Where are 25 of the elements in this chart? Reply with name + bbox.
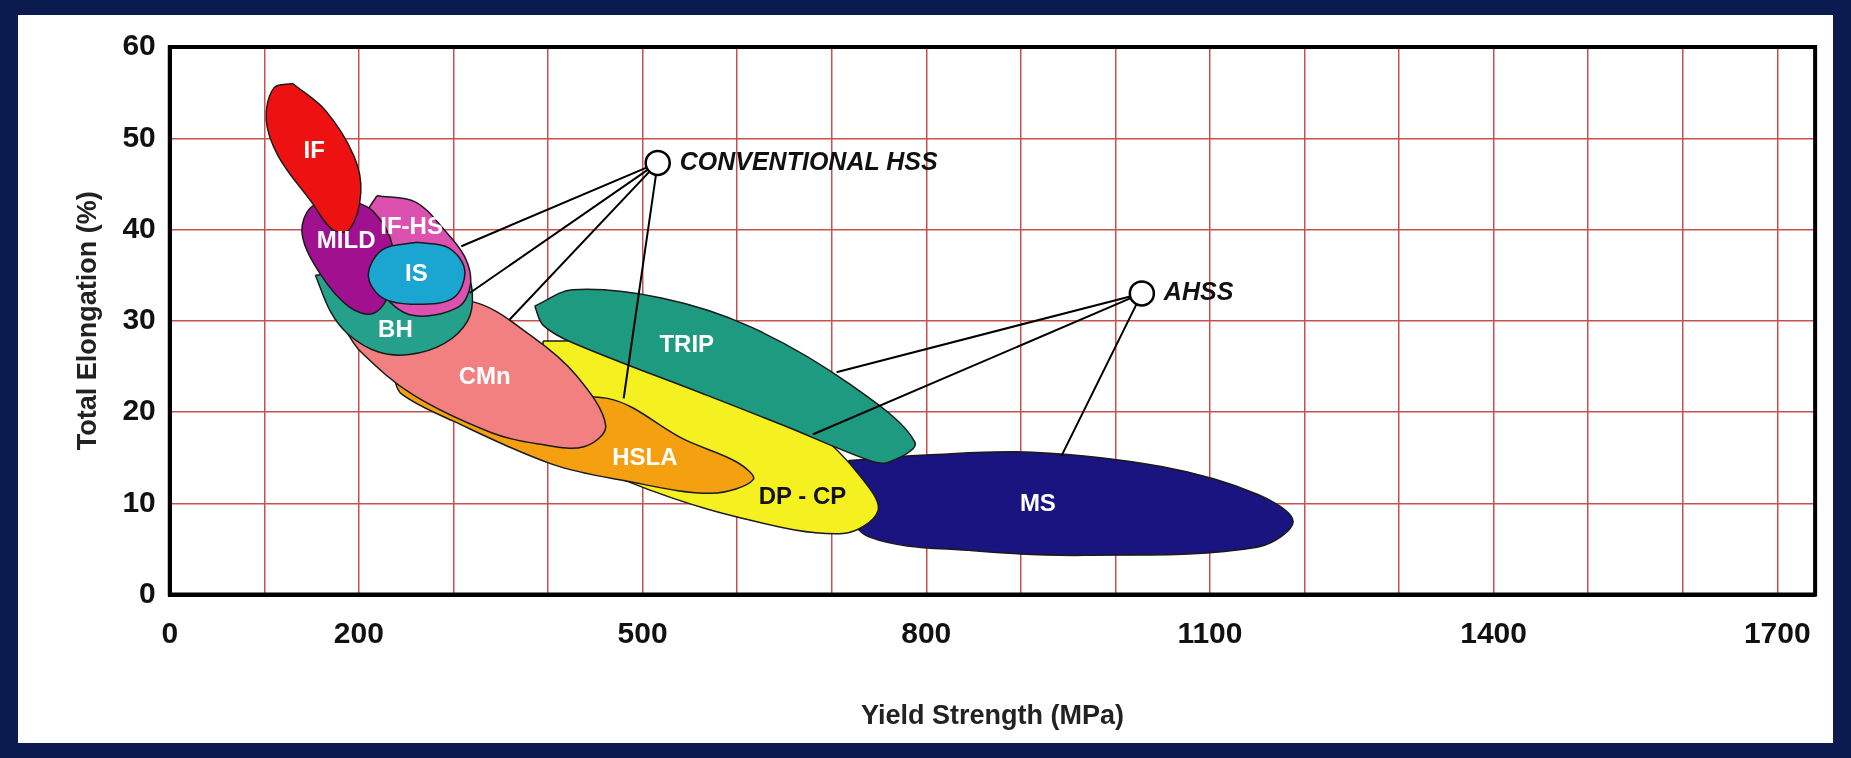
x-tick-label: 0 <box>161 615 179 649</box>
y-tick-label: 10 <box>122 484 156 518</box>
x-tick-label: 1400 <box>1460 615 1527 649</box>
series-label: MS <box>1019 488 1056 516</box>
y-tick-label: 20 <box>122 393 156 427</box>
y-tick-label: 60 <box>122 28 156 62</box>
x-axis-title: Yield Strength (MPa) <box>860 700 1124 731</box>
series-label: IF <box>303 136 325 164</box>
series-label: IS <box>405 258 428 286</box>
series-label: MILD <box>316 226 376 254</box>
y-tick-label: 40 <box>122 210 156 244</box>
y-tick-label: 30 <box>122 302 156 336</box>
series-label: DP - CP <box>758 481 847 509</box>
y-tick-label: 0 <box>139 575 156 609</box>
x-tick-label: 1700 <box>1743 615 1811 649</box>
y-tick-label: 50 <box>122 119 156 153</box>
series-label: HSLA <box>612 443 678 471</box>
x-tick-label: 800 <box>901 615 952 649</box>
x-tick-label: 1100 <box>1177 615 1243 649</box>
y-axis-title: Total Elongation (%) <box>71 191 102 451</box>
series-label: CMn <box>458 362 511 390</box>
series-label: TRIP <box>659 330 715 358</box>
series-label: BH <box>378 315 413 343</box>
x-tick-label: 500 <box>617 615 668 649</box>
x-tick-label: 200 <box>333 615 384 649</box>
